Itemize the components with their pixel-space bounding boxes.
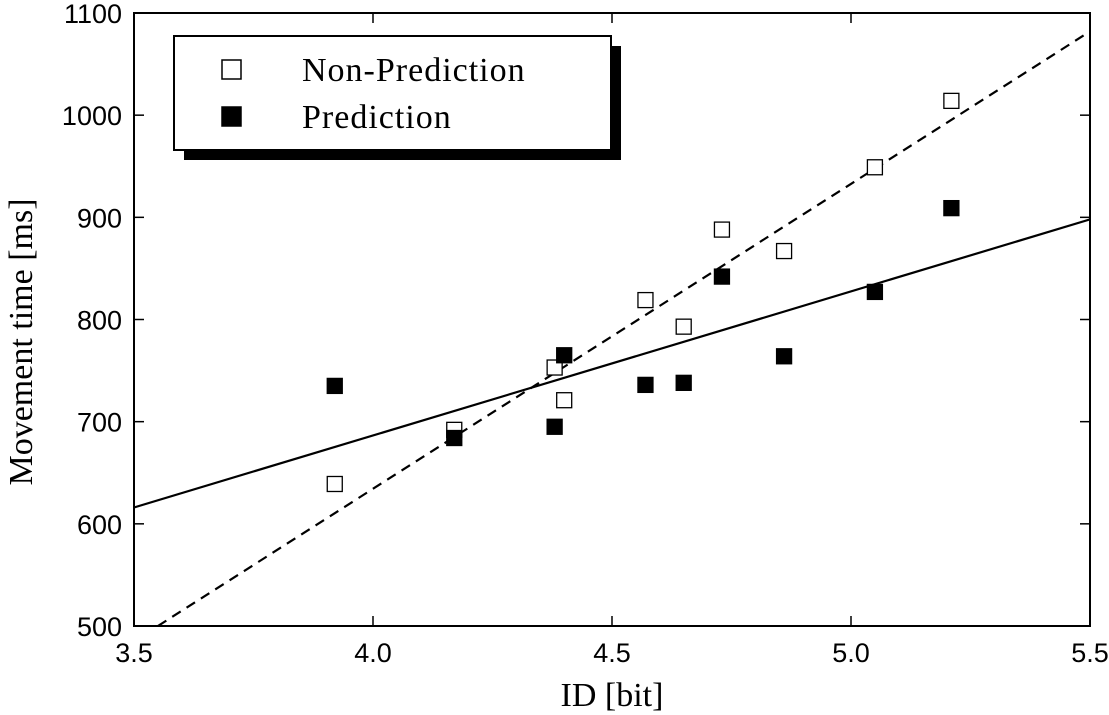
legend-label-prediction: Prediction <box>302 99 452 136</box>
fit-lines <box>134 30 1090 626</box>
point-prediction <box>775 348 793 365</box>
data-markers <box>326 92 960 493</box>
x-tick-label: 3.5 <box>115 638 153 668</box>
axis-ticks: 3.5 4.0 4.5 5.0 5.5 500 600 700 800 900 1000 1100 <box>62 0 1109 668</box>
point-prediction <box>675 374 692 391</box>
legend-box <box>173 35 612 151</box>
x-axis-label: ID [bit] <box>561 677 664 714</box>
legend-marker-non-prediction <box>221 59 242 80</box>
y-axis-label: Movement time [ms] <box>3 198 40 485</box>
y-tick-label: 1100 <box>64 0 122 29</box>
point-prediction <box>713 268 731 285</box>
y-tick-label: 600 <box>77 510 122 540</box>
point-non-prediction <box>637 291 654 309</box>
point-prediction <box>866 283 884 301</box>
point-non-prediction <box>675 318 692 335</box>
y-tick-label: 700 <box>77 408 122 438</box>
x-tick-label: 5.0 <box>832 638 870 668</box>
x-tick-label: 4.5 <box>593 638 631 668</box>
legend-label-non-prediction: Non-Prediction <box>302 52 526 89</box>
point-prediction <box>943 199 960 217</box>
point-non-prediction <box>713 221 731 238</box>
point-prediction <box>446 429 463 447</box>
point-non-prediction <box>326 475 343 493</box>
point-non-prediction <box>546 359 563 376</box>
point-non-prediction <box>866 159 884 176</box>
point-prediction <box>637 376 654 394</box>
x-tick-label: 4.0 <box>354 638 392 668</box>
y-tick-label: 800 <box>77 306 122 336</box>
point-prediction <box>326 377 343 395</box>
point-non-prediction <box>943 92 960 110</box>
point-non-prediction <box>556 392 573 409</box>
x-tick-label: 5.5 <box>1071 638 1109 668</box>
legend: Non-Prediction Prediction <box>173 35 621 160</box>
legend-marker-prediction <box>221 106 242 127</box>
fit-line-prediction <box>134 218 1090 509</box>
y-tick-label: 500 <box>77 612 122 642</box>
fit-line-non-prediction <box>157 30 1090 626</box>
point-prediction <box>546 418 563 435</box>
point-non-prediction <box>775 242 793 260</box>
y-tick-label: 1000 <box>62 101 122 131</box>
point-prediction <box>556 347 573 364</box>
y-tick-label: 900 <box>77 203 122 233</box>
